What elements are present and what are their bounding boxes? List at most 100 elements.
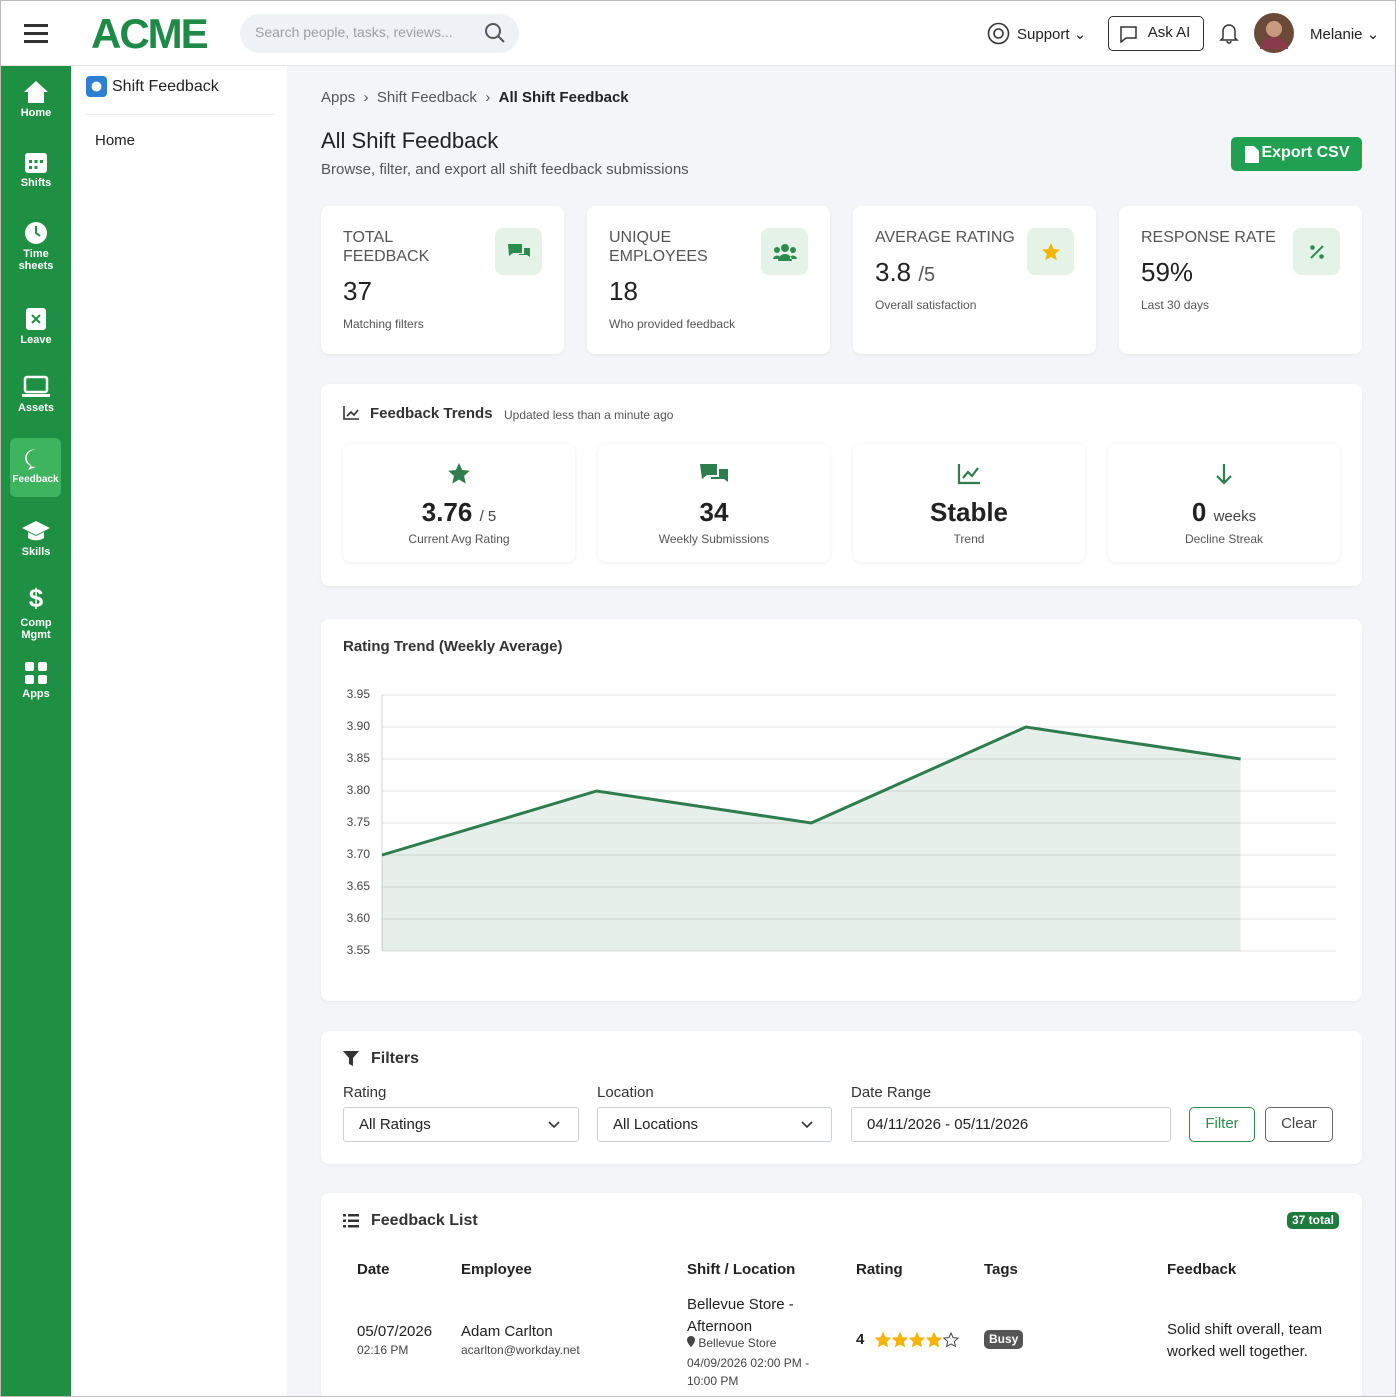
search[interactable]: Search people, tasks, reviews... <box>240 14 519 53</box>
export-button[interactable]: Export CSV <box>1231 137 1362 171</box>
nav-item[interactable]: $ Comp Mgmt <box>1 586 71 641</box>
trend-item-icon <box>448 463 470 484</box>
field-label: Rating <box>343 1084 387 1101</box>
sidebar-link[interactable]: Home <box>95 132 136 149</box>
crumb-current: All Shift Feedback <box>498 89 629 106</box>
nav-item[interactable]: Skills <box>1 519 71 558</box>
nav-icon <box>25 153 47 173</box>
chart-title: Rating Trend (Weekly Average) <box>343 638 563 655</box>
stat-value: 3.8 <box>875 257 912 287</box>
star <box>908 1331 926 1348</box>
trend-value: 0 <box>1191 497 1207 527</box>
filter-icon <box>343 1051 359 1066</box>
support-icon <box>987 22 1010 45</box>
nav-icon <box>25 662 47 684</box>
nav-label: Assets <box>17 402 55 414</box>
total-badge: 37 total <box>1287 1212 1340 1229</box>
logo[interactable]: ACME <box>91 10 209 57</box>
tag: Busy <box>984 1330 1024 1349</box>
select-value: All Locations <box>613 1116 699 1133</box>
column-header[interactable]: Employee <box>461 1261 532 1278</box>
support[interactable]: Support ⌄ <box>1017 26 1087 43</box>
user-name: Melanie <box>1310 26 1363 43</box>
stat-label: TOTAL FEEDBACK <box>343 229 430 265</box>
trend-value-row: 0 weeks <box>1108 497 1340 528</box>
ask-ai-label: Ask AI <box>1147 24 1191 41</box>
nav-label: Time sheets <box>18 248 54 272</box>
list-icon <box>343 1214 359 1228</box>
field-label: Location <box>597 1084 654 1101</box>
trend-value: Stable <box>929 497 1009 527</box>
rating-select[interactable]: All Ratings <box>343 1107 579 1142</box>
stat-card: UNIQUE EMPLOYEES 18 Who provided feedback <box>587 206 830 354</box>
column-header[interactable]: Feedback <box>1167 1261 1237 1278</box>
row-employee: Adam Carlton <box>461 1323 553 1340</box>
stat-note: Who provided feedback <box>609 317 736 331</box>
field-label: Date Range <box>851 1084 932 1101</box>
trend-item-icon <box>1216 464 1232 485</box>
row-rating: 4 <box>856 1331 865 1348</box>
nav-item[interactable]: Shifts <box>1 150 71 189</box>
file-icon <box>1245 146 1259 163</box>
search-placeholder: Search people, tasks, reviews... <box>255 24 453 40</box>
stat-label: UNIQUE EMPLOYEES <box>609 229 708 265</box>
avatar[interactable] <box>1254 13 1294 53</box>
nav-label: Apps <box>22 688 50 700</box>
header: ACME Search people, tasks, reviews... Su… <box>1 1 1395 66</box>
stat-icon <box>761 228 808 275</box>
nav-item[interactable]: Time sheets <box>1 221 71 272</box>
column-header[interactable]: Rating <box>856 1261 903 1278</box>
nav-item[interactable]: Home <box>1 80 71 119</box>
nav-icon <box>26 308 46 330</box>
card-title: Feedback List <box>371 1212 478 1229</box>
y-tick-label: 3.70 <box>347 847 371 861</box>
nav-item[interactable]: Apps <box>1 661 71 700</box>
stat-icon <box>1027 228 1074 275</box>
bell-icon[interactable] <box>1219 22 1239 44</box>
nav-icon <box>22 375 50 397</box>
column-header[interactable]: Date <box>357 1261 390 1278</box>
trend-value-row: 3.76 / 5 <box>343 497 575 528</box>
breadcrumb: Apps › Shift Feedback › All Shift Feedba… <box>321 89 629 106</box>
line <box>381 725 1241 857</box>
row-feedback: Solid shift overall, team worked well to… <box>1167 1321 1323 1360</box>
star <box>942 1331 960 1348</box>
updated-note: Updated less than a minute ago <box>504 408 674 422</box>
crumb[interactable]: Apps <box>321 89 356 106</box>
trend-label: Decline Streak <box>1184 532 1264 546</box>
pin-icon <box>687 1336 695 1347</box>
stat-card: AVERAGE RATING 3.8 /5 Overall satisfaction <box>853 206 1096 354</box>
nav-item[interactable]: Leave <box>1 305 71 346</box>
nav-item[interactable]: Assets <box>1 375 71 414</box>
column-header[interactable]: Shift / Location <box>687 1261 796 1278</box>
column-header[interactable]: Tags <box>984 1261 1018 1278</box>
ask-ai-button[interactable]: Ask AI <box>1108 16 1204 51</box>
nav-label: Comp Mgmt <box>20 617 52 641</box>
page-subtitle: Browse, filter, and export all shift fee… <box>321 161 689 178</box>
nav-icon <box>22 521 50 541</box>
chart-card: Rating Trend (Weekly Average) 3.55 3.60 3.… <box>321 619 1362 1001</box>
nav-icon <box>25 222 47 244</box>
location-select[interactable]: All Locations <box>597 1107 832 1142</box>
row-location: Bellevue Store <box>687 1336 776 1350</box>
menu-icon[interactable] <box>24 23 48 43</box>
nav-label: Leave <box>20 334 52 346</box>
sidebar: Shift Feedback Home <box>71 66 287 1396</box>
stat-icon <box>495 228 542 275</box>
filter-button[interactable]: Filter <box>1189 1107 1255 1142</box>
y-tick-label: 3.75 <box>347 815 371 829</box>
date-range-input[interactable]: 04/11/2026 - 05/11/2026 <box>851 1107 1171 1142</box>
nav-icon <box>24 81 48 103</box>
clear-button[interactable]: Clear <box>1265 1107 1333 1142</box>
export-label: Export CSV <box>1261 144 1350 161</box>
y-tick-label: 3.60 <box>347 911 371 925</box>
nav-label: Shifts <box>20 177 52 189</box>
y-tick-label: 3.55 <box>347 943 371 957</box>
crumb[interactable]: Shift Feedback <box>376 89 477 106</box>
stat-label: RESPONSE RATE <box>1141 229 1276 246</box>
user-menu[interactable]: Melanie ⌄ <box>1310 26 1380 43</box>
y-tick-label: 3.85 <box>347 751 371 765</box>
stat-value: 18 <box>609 276 638 306</box>
chart: Rating Trend (Weekly Average) 3.55 3.60 3.… <box>343 638 1336 957</box>
nav-item-active[interactable]: Feedback <box>10 438 61 497</box>
